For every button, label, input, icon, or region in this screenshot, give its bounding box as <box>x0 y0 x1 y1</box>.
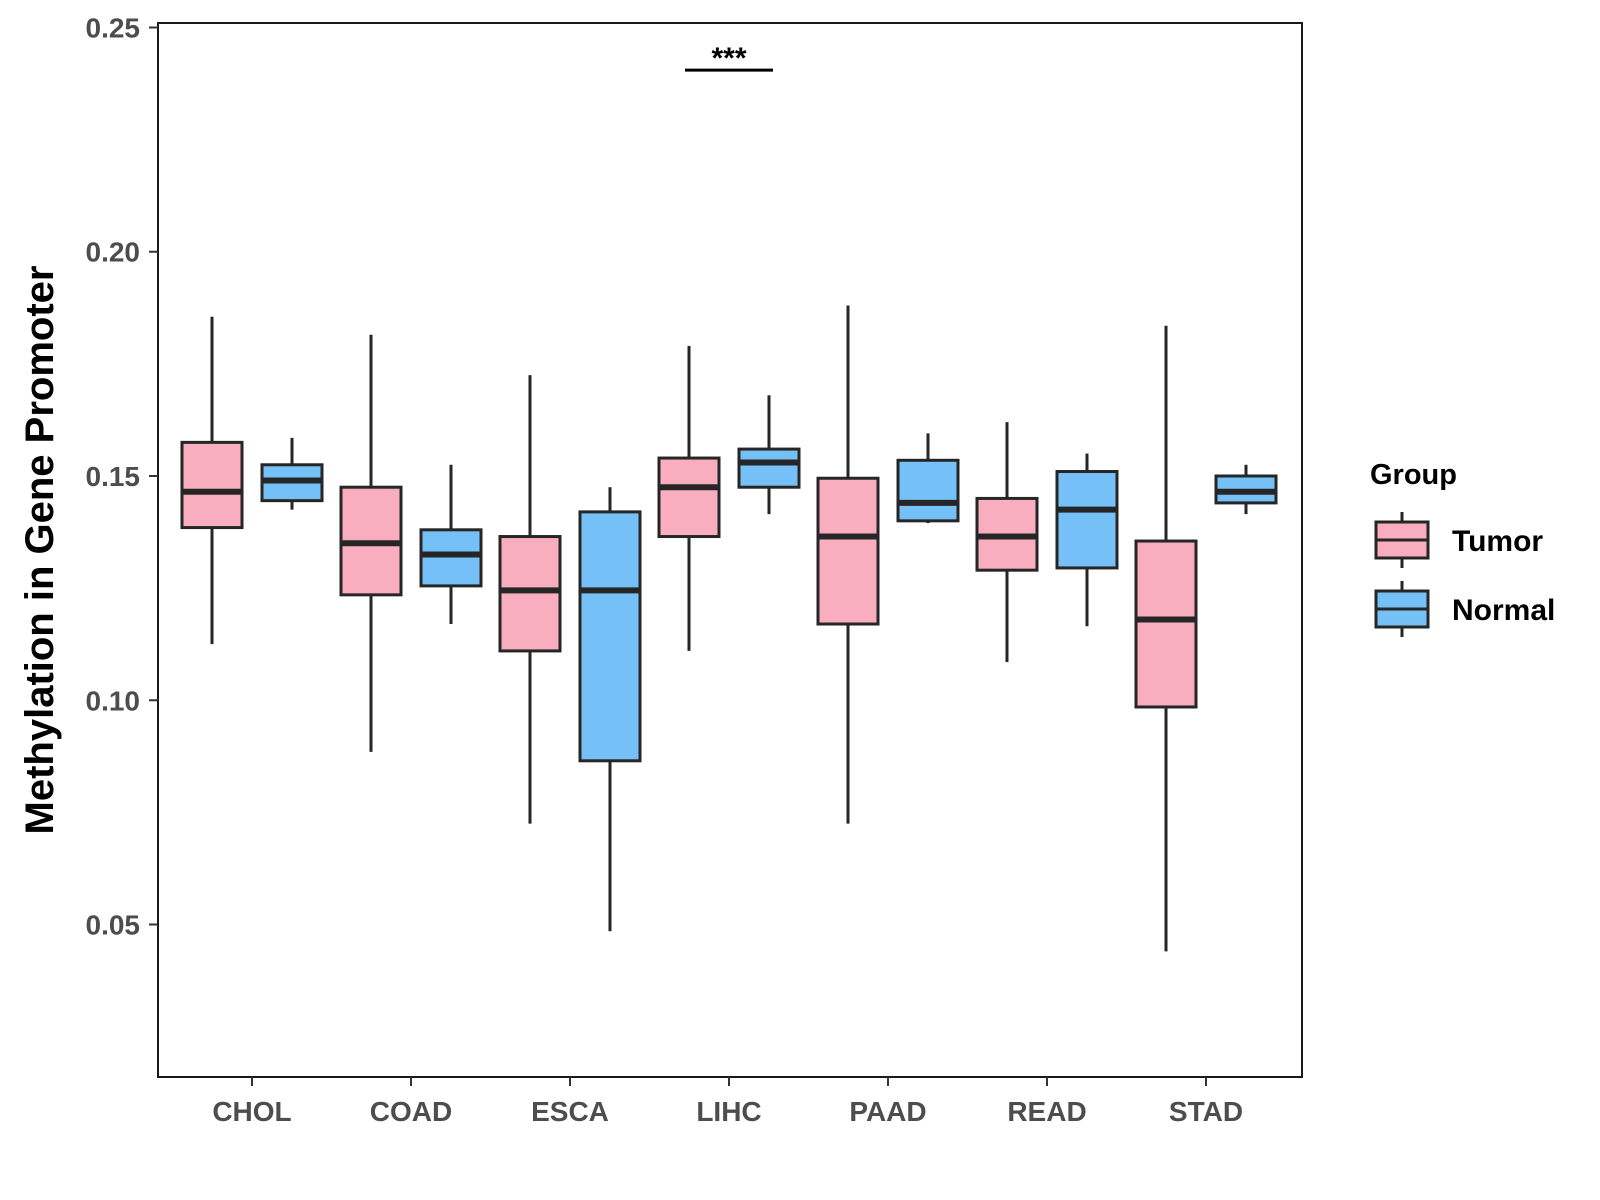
box-body <box>180 440 244 530</box>
y-tick-label: 0.20 <box>86 237 141 268</box>
legend-item-tumor: Tumor <box>1374 512 1543 568</box>
legend-label: Tumor <box>1452 525 1543 558</box>
box-body <box>816 476 880 626</box>
box-body <box>896 458 960 523</box>
box-tumor-chol <box>180 316 244 645</box>
y-tick-label: 0.25 <box>86 12 141 43</box>
y-axis-title: Methylation in Gene Promoter <box>18 266 62 835</box>
box-body <box>737 447 801 489</box>
box-body <box>1134 539 1198 709</box>
x-tick-label: CHOL <box>212 1096 291 1127</box>
x-tick-label: READ <box>1007 1096 1086 1127</box>
box-body <box>419 528 483 588</box>
box-normal-paad <box>896 433 960 524</box>
x-axis: CHOL COAD ESCA LIHC PAAD READ STAD <box>212 1077 1243 1127</box>
box-body <box>1055 470 1119 570</box>
x-tick-label: PAAD <box>849 1096 926 1127</box>
x-tick-label: COAD <box>370 1096 452 1127</box>
box-normal-lihc <box>737 395 801 515</box>
box-normal-chol <box>260 437 324 510</box>
box-normal-coad <box>419 464 483 625</box>
plot-panel <box>157 22 1303 1078</box>
box-body <box>657 456 721 539</box>
box-tumor-lihc <box>657 345 721 651</box>
box-tumor-stad <box>1134 325 1198 952</box>
box-group <box>180 305 1278 952</box>
box-normal-stad <box>1214 464 1278 515</box>
box-normal-read <box>1055 453 1119 627</box>
legend-label: Normal <box>1452 594 1555 627</box>
x-tick-label: LIHC <box>696 1096 761 1127</box>
box-body <box>498 535 562 653</box>
y-tick-label: 0.10 <box>86 685 141 716</box>
y-axis: 0.05 0.10 0.15 0.20 0.25 <box>86 12 158 941</box>
x-tick-label: ESCA <box>531 1096 609 1127</box>
box-tumor-coad <box>339 334 403 752</box>
box-tumor-paad <box>816 305 880 824</box>
legend-title: Group <box>1370 459 1457 491</box>
y-tick-label: 0.05 <box>86 910 141 941</box>
legend-item-normal: Normal <box>1374 581 1555 637</box>
legend: Group Tumor Normal <box>1370 459 1555 637</box>
box-body <box>578 510 642 763</box>
box-normal-esca <box>578 487 642 932</box>
x-tick-label: STAD <box>1169 1096 1243 1127</box>
box-tumor-esca <box>498 375 562 824</box>
significance-annotations: *** <box>685 42 773 75</box>
significance-label: *** <box>711 42 746 75</box>
y-tick-label: 0.15 <box>86 461 141 492</box>
box-tumor-read <box>975 422 1039 663</box>
